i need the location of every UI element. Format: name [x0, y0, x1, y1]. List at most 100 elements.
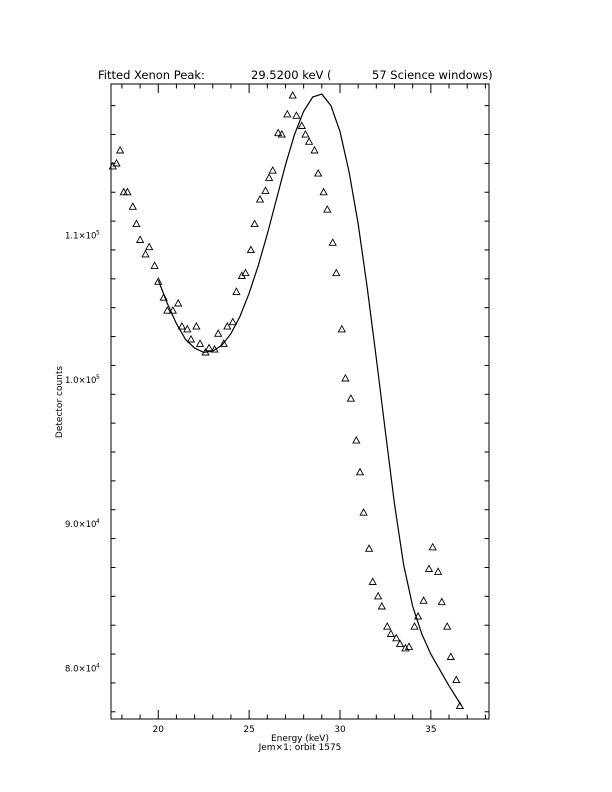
data-point: [219, 339, 228, 347]
data-point: [192, 321, 201, 330]
data-point: [264, 173, 274, 181]
data-point: [437, 597, 446, 606]
data-point: [250, 219, 259, 228]
data-point: [452, 675, 461, 684]
data-point: [386, 629, 396, 637]
x-tick-label: 30: [334, 725, 346, 735]
data-point: [274, 128, 283, 137]
fit-line: [157, 93, 463, 707]
chart-title-label: Fitted Xenon Peak:: [98, 68, 205, 82]
data-point: [364, 544, 374, 552]
data-point: [395, 639, 405, 648]
data-point: [246, 245, 256, 254]
x-tick-label: 25: [243, 725, 254, 735]
x-tick-label: 35: [425, 725, 436, 735]
data-point: [228, 317, 237, 326]
data-point: [201, 347, 210, 356]
data-point: [261, 186, 270, 194]
data-point: [183, 324, 192, 333]
data-point: [112, 158, 121, 167]
x-tick-labels: 20 25 30 35: [153, 725, 437, 735]
data-points: [108, 90, 465, 710]
y-tick-exponent: 4: [96, 518, 100, 525]
data-point: [304, 137, 314, 145]
data-point: [401, 643, 410, 652]
y-tick-exponent: 4: [96, 662, 100, 669]
y-tick-exponent: 5: [96, 374, 100, 381]
data-point: [410, 622, 419, 630]
data-point: [355, 467, 365, 476]
data-point: [135, 235, 145, 243]
y-tick-label: 1.0×10: [65, 376, 96, 386]
data-point: [443, 622, 452, 630]
x-axis-label: Energy (keV): [271, 734, 329, 744]
data-point: [328, 238, 337, 246]
y-tick-exponent: 5: [96, 230, 100, 237]
data-point: [174, 298, 183, 307]
data-point: [145, 242, 154, 251]
data-point: [314, 168, 323, 177]
data-point: [177, 321, 187, 330]
data-point: [210, 344, 219, 353]
data-point: [150, 261, 159, 269]
data-point: [368, 577, 377, 585]
chart-title-value: 29.5200 keV (: [251, 68, 332, 82]
data-point: [186, 334, 196, 343]
data-point: [132, 219, 141, 228]
data-point: [433, 567, 443, 575]
data-point: [310, 145, 319, 154]
data-point: [359, 508, 368, 516]
data-point: [323, 205, 332, 213]
y-tick-label: 1.1×10: [65, 232, 96, 242]
data-point: [115, 145, 125, 154]
data-point: [373, 591, 383, 600]
x-tick-label: 20: [153, 725, 165, 735]
data-point: [223, 321, 232, 330]
data-point: [159, 293, 168, 301]
data-point: [341, 373, 350, 382]
y-tick-label: 9.0×10: [65, 520, 96, 530]
data-point: [232, 287, 241, 295]
data-point: [404, 642, 414, 650]
data-point: [195, 339, 205, 347]
data-point: [392, 633, 401, 642]
data-point: [424, 564, 434, 572]
data-point: [288, 90, 297, 99]
data-point: [168, 306, 177, 314]
data-point: [277, 129, 286, 138]
data-point: [428, 542, 437, 551]
y-axis-label: Detector counts: [55, 366, 65, 438]
data-point: [455, 701, 465, 710]
data-point: [204, 343, 214, 352]
chart-subtitle: Jem×1: orbit 1575: [258, 743, 342, 753]
data-point: [419, 596, 428, 604]
chart-title-windows: 57 Science windows): [372, 68, 493, 82]
data-point: [352, 435, 361, 444]
y-tick-label: 8.0×10: [65, 664, 96, 674]
data-point: [241, 268, 250, 277]
data-point: [214, 329, 223, 337]
data-point: [413, 611, 423, 620]
data-point: [163, 306, 172, 314]
data-point: [255, 194, 265, 203]
data-point: [346, 394, 356, 402]
data-point: [123, 187, 132, 196]
data-point: [128, 202, 137, 210]
fit-curve: [157, 93, 463, 707]
data-point: [297, 121, 306, 129]
data-point: [268, 166, 277, 174]
plot-frame: [110, 83, 490, 720]
data-point: [292, 111, 301, 119]
data-point: [337, 324, 346, 333]
data-point: [141, 249, 150, 258]
data-point: [332, 268, 341, 277]
data-point: [319, 187, 328, 196]
data-point: [446, 652, 455, 660]
data-point: [301, 129, 310, 138]
data-point: [377, 601, 386, 610]
data-point: [154, 277, 163, 285]
data-point: [383, 622, 392, 630]
data-point: [283, 109, 292, 118]
axis-ticks: [111, 84, 489, 719]
